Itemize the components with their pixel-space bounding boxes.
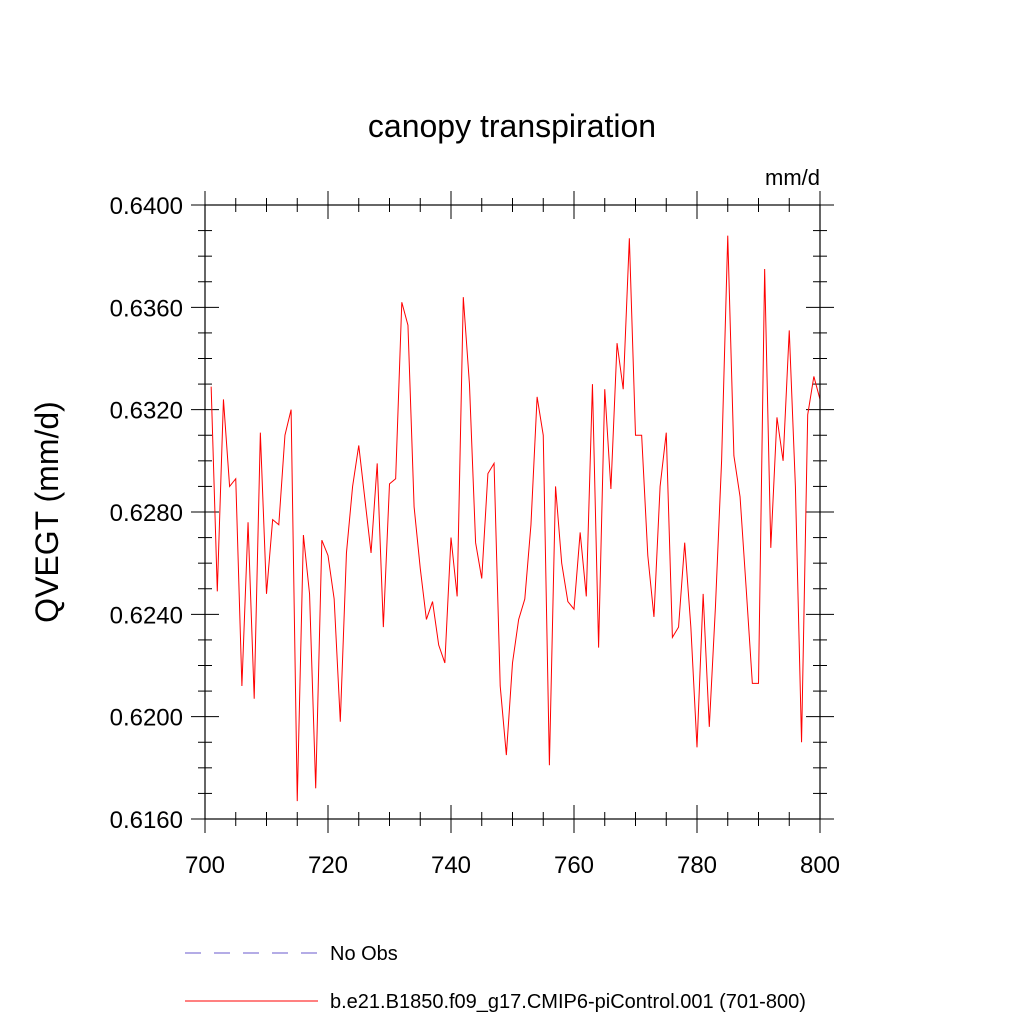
x-tick-label: 740: [431, 852, 471, 879]
units-label: mm/d: [765, 165, 820, 190]
x-tick-label: 800: [800, 852, 840, 879]
plot-frame: [204, 204, 821, 820]
x-tick-label: 760: [554, 852, 594, 879]
legend-label-no-obs: No Obs: [330, 943, 398, 965]
x-tick-label: 700: [185, 852, 225, 879]
tick-labels: 700 720 740 760 780 800 0.6160 0.6200 0.6240 0.62…: [110, 193, 840, 879]
chart-title: canopy transpiration: [368, 108, 656, 144]
y-tick-label: 0.6240: [110, 602, 183, 629]
y-tick-label: 0.6160: [110, 807, 183, 834]
y-tick-label: 0.6320: [110, 398, 183, 425]
axis-ticks: [191, 191, 834, 833]
y-tick-label: 0.6200: [110, 705, 183, 732]
y-tick-label: 0.6400: [110, 193, 183, 220]
y-tick-label: 0.6280: [110, 500, 183, 527]
x-tick-label: 720: [308, 852, 348, 879]
y-axis-label: QVEGT (mm/d): [29, 401, 65, 623]
series-line-1: [210, 235, 821, 802]
legend-label-model: b.e21.B1850.f09_g17.CMIP6-piControl.001 …: [330, 991, 806, 1013]
series-layer: [210, 235, 821, 802]
y-tick-label: 0.6360: [110, 295, 183, 322]
legend: No Obs b.e21.B1850.f09_g17.CMIP6-piContr…: [185, 943, 806, 1013]
x-tick-label: 780: [677, 852, 717, 879]
